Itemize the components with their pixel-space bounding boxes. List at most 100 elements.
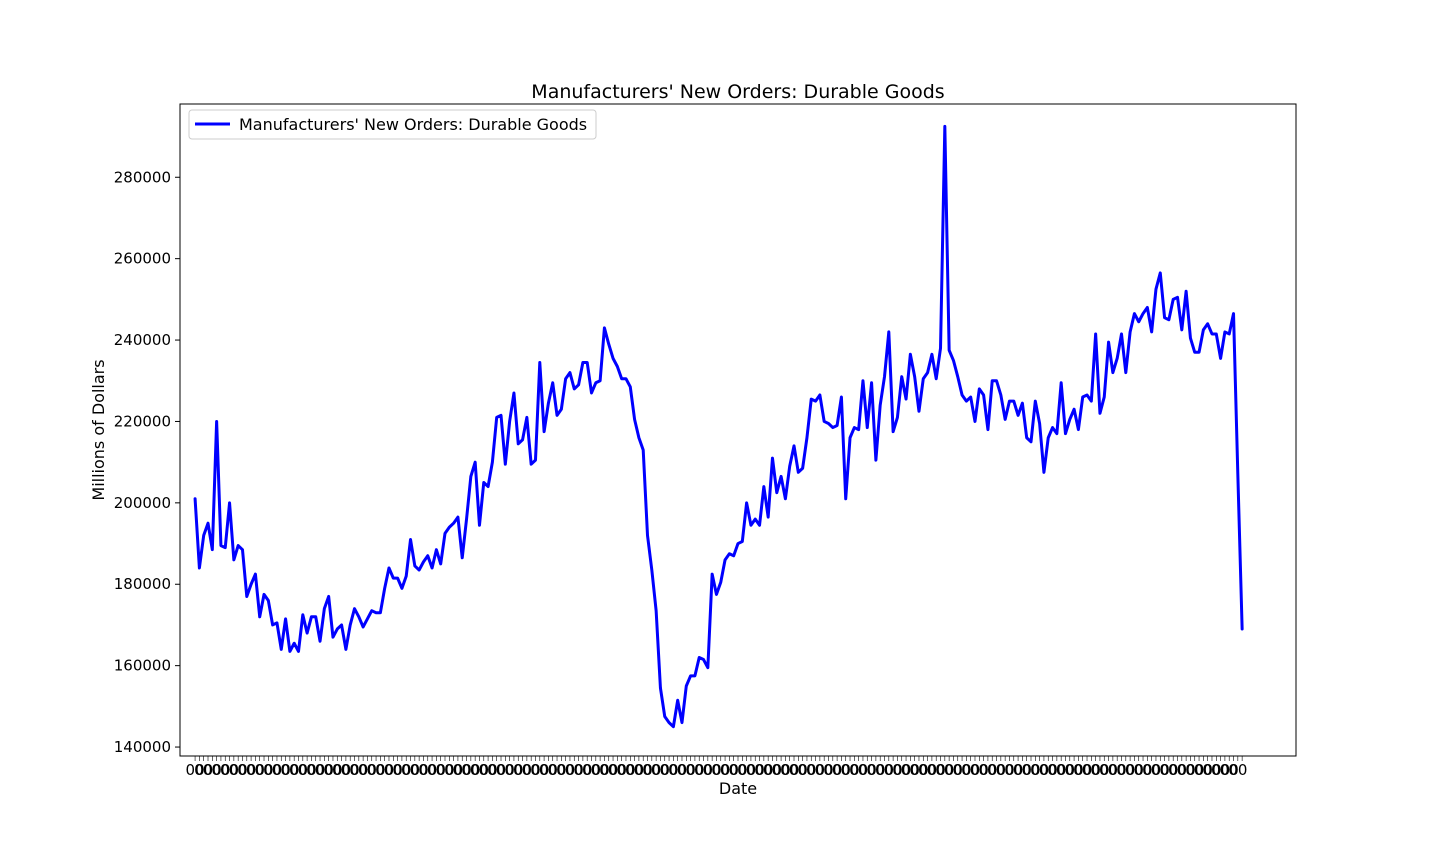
x-tick-label: 00 <box>332 761 351 779</box>
x-tick-label: 00 <box>608 761 627 779</box>
x-tick-label: 00 <box>298 761 317 779</box>
x-tick-label: 00 <box>668 761 687 779</box>
x-tick-label: 00 <box>1030 761 1049 779</box>
x-tick-label: 00 <box>410 761 429 779</box>
x-tick-label: 00 <box>1013 761 1032 779</box>
x-tick-label: 00 <box>573 761 592 779</box>
x-tick-label: 00 <box>306 761 325 779</box>
x-tick-label: 00 <box>1116 761 1135 779</box>
x-tick-label: 00 <box>1099 761 1118 779</box>
x-tick-label: 00 <box>237 761 256 779</box>
x-tick-label: 00 <box>220 761 239 779</box>
x-tick-label: 00 <box>789 761 808 779</box>
x-tick-label: 00 <box>1194 761 1213 779</box>
x-axis-label: Date <box>719 779 757 798</box>
x-tick-label: 00 <box>289 761 308 779</box>
x-tick-label: 00 <box>384 761 403 779</box>
x-tick-label: 00 <box>1177 761 1196 779</box>
y-tick-label: 220000 <box>114 412 171 430</box>
series-line-durable-goods <box>193 124 1244 729</box>
x-tick-label: 00 <box>780 761 799 779</box>
x-tick-label: 00 <box>927 761 946 779</box>
x-tick-label: 00 <box>1151 761 1170 779</box>
x-tick-label: 00 <box>254 761 273 779</box>
x-tick-label: 00 <box>435 761 454 779</box>
x-tick-label: 00 <box>444 761 463 779</box>
x-tick-label: 00 <box>496 761 515 779</box>
x-tick-label: 00 <box>1047 761 1066 779</box>
x-tick-label: 00 <box>1142 761 1161 779</box>
x-tick-label: 00 <box>858 761 877 779</box>
x-tick-label: 00 <box>591 761 610 779</box>
x-tick-label: 00 <box>642 761 661 779</box>
y-tick-label: 240000 <box>114 331 171 349</box>
x-tick-label: 00 <box>987 761 1006 779</box>
x-tick-label: 00 <box>1039 761 1058 779</box>
x-tick-label: 00 <box>599 761 618 779</box>
x-tick-label: 00 <box>651 761 670 779</box>
x-tick-label: 00 <box>272 761 291 779</box>
x-tick-label: 00 <box>823 761 842 779</box>
x-tick-label: 00 <box>1082 761 1101 779</box>
x-tick-label: 00 <box>685 761 704 779</box>
x-tick-label: 00 <box>246 761 265 779</box>
y-tick-label: 200000 <box>114 494 171 512</box>
x-tick-label: 00 <box>884 761 903 779</box>
x-tick-label: 00 <box>953 761 972 779</box>
x-tick-label: 00 <box>660 761 679 779</box>
x-tick-label: 00 <box>565 761 584 779</box>
x-tick-label: 00 <box>677 761 696 779</box>
x-tick-label: 00 <box>1159 761 1178 779</box>
y-axis-ticks: 140000 160000 180000 200000 220000 240000 2600… <box>114 168 180 756</box>
x-tick-label: 00 <box>229 761 248 779</box>
x-tick-label: 00 <box>1021 761 1040 779</box>
x-tick-label: 00 <box>961 761 980 779</box>
x-tick-label: 00 <box>479 761 498 779</box>
x-tick-label: 00 <box>634 761 653 779</box>
x-tick-label: 00 <box>772 761 791 779</box>
x-tick-label: 00 <box>703 761 722 779</box>
x-tick-label: 00 <box>909 761 928 779</box>
x-tick-label: 00 <box>1168 761 1187 779</box>
legend-entry-durable-goods: Manufacturers' New Orders: Durable Goods <box>239 115 587 134</box>
x-tick-label: 00 <box>1073 761 1092 779</box>
x-tick-label: 00 <box>453 761 472 779</box>
x-tick-label: 00 <box>392 761 411 779</box>
x-tick-label: 00 <box>832 761 851 779</box>
x-tick-label: 00 <box>315 761 334 779</box>
x-tick-label: 00 <box>1185 761 1204 779</box>
y-tick-label: 160000 <box>114 657 171 675</box>
x-tick-label: 00 <box>978 761 997 779</box>
x-tick-label: 00 <box>341 761 360 779</box>
x-tick-label: 00 <box>522 761 541 779</box>
x-tick-label: 00 <box>194 761 213 779</box>
x-tick-label: 00 <box>944 761 963 779</box>
x-tick-label: 00 <box>996 761 1015 779</box>
y-axis-label: Millions of Dollars <box>89 359 108 500</box>
x-tick-label: 00 <box>547 761 566 779</box>
x-tick-label: 00 <box>849 761 868 779</box>
x-tick-label: 00 <box>892 761 911 779</box>
x-tick-label: 00 <box>556 761 575 779</box>
x-tick-label: 00 <box>1056 761 1075 779</box>
x-tick-label: 00 <box>935 761 954 779</box>
x-tick-label: 00 <box>711 761 730 779</box>
x-tick-label: 00 <box>263 761 282 779</box>
x-tick-label: 00 <box>1228 761 1247 779</box>
x-tick-label: 00 <box>754 761 773 779</box>
x-tick-label: 00 <box>728 761 747 779</box>
x-tick-label: 00 <box>1108 761 1127 779</box>
x-tick-label: 00 <box>427 761 446 779</box>
x-tick-label: 00 <box>418 761 437 779</box>
x-tick-label: 00 <box>367 761 386 779</box>
y-tick-label: 260000 <box>114 250 171 268</box>
x-tick-label: 00 <box>280 761 299 779</box>
x-tick-label: 00 <box>694 761 713 779</box>
x-tick-label: 00 <box>616 761 635 779</box>
x-tick-label: 00 <box>875 761 894 779</box>
x-tick-label: 00 <box>375 761 394 779</box>
x-tick-label: 00 <box>582 761 601 779</box>
x-tick-label: 00 <box>840 761 859 779</box>
